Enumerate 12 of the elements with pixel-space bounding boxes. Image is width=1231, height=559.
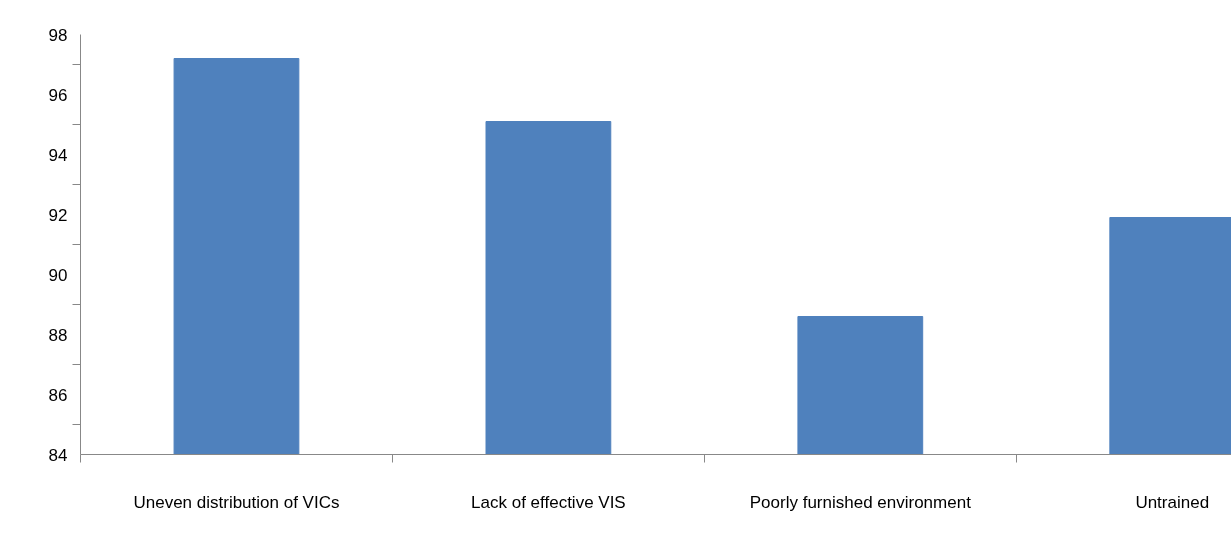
y-tick-label: 86 bbox=[48, 385, 68, 405]
y-tick-label: 98 bbox=[48, 25, 68, 45]
x-tick-label: Uneven distribution of VICs bbox=[133, 492, 340, 512]
x-tick-label: Lack of effective VIS bbox=[471, 492, 626, 512]
y-tick-label: 94 bbox=[48, 145, 68, 165]
y-tick-label: 88 bbox=[48, 325, 68, 345]
y-tick-label: 92 bbox=[48, 205, 68, 225]
y-tick-label: 84 bbox=[48, 445, 68, 465]
y-tick-label: 90 bbox=[48, 265, 68, 285]
x-tick-label: Poorly furnished environment bbox=[749, 492, 972, 512]
x-tick-label: Untrained bbox=[1135, 492, 1210, 512]
y-tick-label: 96 bbox=[48, 85, 68, 105]
